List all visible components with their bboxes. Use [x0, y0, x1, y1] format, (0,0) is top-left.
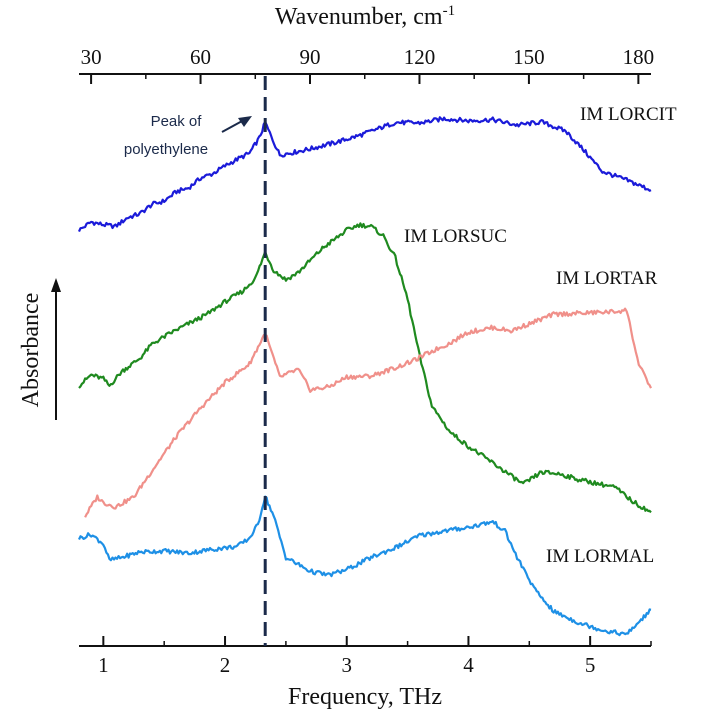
label-im-lortar: IM LORTAR [556, 268, 658, 289]
top-axis-title: Wavenumber, cm-1 [275, 3, 455, 30]
bottom-axis-ticks: 1 2 3 4 5 [98, 636, 652, 677]
top-tick-label-120: 120 [404, 45, 436, 69]
y-axis-arrow [51, 278, 61, 420]
peak-annotation: Peak of polyethylene [124, 113, 252, 158]
series-line-im-lortar [84, 307, 652, 518]
annotation-line1: Peak of [151, 113, 203, 130]
annotation-arrow-shaft [221, 119, 245, 133]
top-tick-label-90: 90 [300, 45, 321, 69]
y-axis-title: Absorbance [18, 293, 44, 408]
label-im-lorcit: IM LORCIT [580, 104, 677, 125]
label-im-lormal: IM LORMAL [546, 546, 654, 567]
bottom-axis-title: Frequency, THz [288, 684, 442, 710]
top-tick-label-60: 60 [190, 45, 211, 69]
top-tick-label-30: 30 [81, 45, 102, 69]
bottom-tick-label-1: 1 [98, 653, 109, 677]
series-group [77, 116, 652, 637]
bottom-tick-label-2: 2 [220, 653, 231, 677]
bottom-tick-label-5: 5 [585, 653, 596, 677]
bottom-tick-label-3: 3 [341, 653, 352, 677]
series-line-im-lormal [78, 495, 652, 637]
top-tick-label-180: 180 [623, 45, 655, 69]
series-line-im-lorsuc [78, 222, 652, 514]
bottom-tick-label-4: 4 [463, 653, 474, 677]
annotation-line2: polyethylene [124, 141, 208, 158]
annotation-arrow-head [238, 116, 252, 127]
top-axis-title-superscript: -1 [443, 3, 456, 19]
top-axis-title-text: Wavenumber, cm [275, 4, 443, 30]
series-line-im-lorcit [77, 116, 652, 233]
top-tick-label-150: 150 [513, 45, 545, 69]
label-im-lorsuc: IM LORSUC [404, 226, 507, 247]
top-axis-ticks: 30 60 90 120 150 180 [81, 45, 655, 84]
